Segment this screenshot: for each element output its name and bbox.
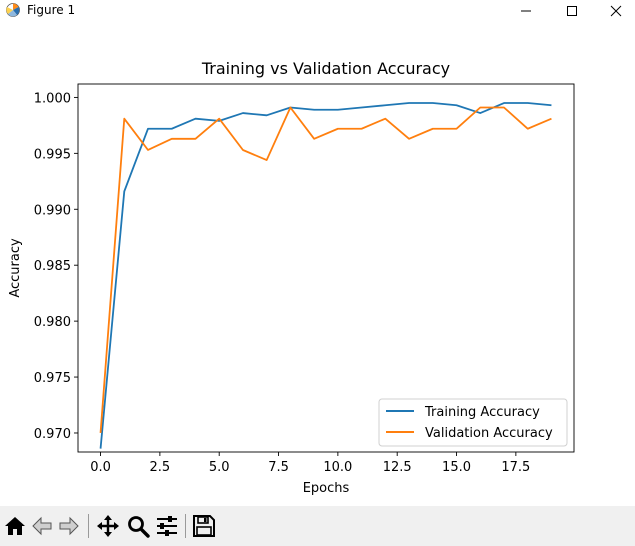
zoom-icon: [128, 516, 150, 538]
y-tick-label: 1.000: [34, 91, 71, 106]
forward-button[interactable]: [57, 514, 81, 538]
legend-label-validation: Validation Accuracy: [425, 426, 553, 441]
window-title: Figure 1: [27, 3, 76, 17]
figure-canvas[interactable]: Training vs Validation Accuracy 0.0 2.5 5.…: [0, 22, 635, 506]
plot-area-frame: [77, 83, 575, 453]
toolbar-separator: [88, 514, 89, 538]
zoom-button[interactable]: [126, 514, 150, 538]
maximize-button[interactable]: [549, 0, 595, 22]
x-tick-label: 5.0: [209, 460, 230, 475]
save-icon: [193, 515, 215, 537]
close-icon: [610, 5, 622, 17]
training-accuracy-line: [99, 102, 552, 449]
home-button[interactable]: [3, 514, 27, 538]
configure-subplots-icon: [157, 516, 177, 536]
back-button[interactable]: [30, 514, 54, 538]
y-tick-label: 0.985: [34, 259, 71, 274]
y-axis-ticks: 0.970 0.975 0.980 0.985 0.990 0.995 1.000: [34, 91, 78, 442]
x-tick-label: 7.5: [268, 460, 289, 475]
matplotlib-icon: [6, 3, 20, 17]
x-tick-label: 2.5: [150, 460, 171, 475]
x-tick-label: 12.5: [383, 460, 412, 475]
save-button[interactable]: [192, 514, 216, 538]
x-tick-label: 0.0: [90, 460, 111, 475]
toolbar-separator: [185, 514, 186, 538]
title-bar: Figure 1: [0, 0, 635, 22]
minimize-icon: [521, 10, 531, 12]
legend-label-training: Training Accuracy: [424, 405, 540, 420]
close-button[interactable]: [593, 0, 635, 22]
home-icon: [5, 517, 25, 535]
accuracy-chart: Training vs Validation Accuracy 0.0 2.5 5.…: [8, 59, 575, 496]
legend: Training Accuracy Validation Accuracy: [378, 398, 568, 447]
configure-subplots-button[interactable]: [155, 514, 179, 538]
x-tick-label: 15.0: [442, 460, 471, 475]
y-tick-label: 0.970: [34, 427, 71, 442]
navigation-toolbar: [0, 506, 635, 546]
y-tick-label: 0.990: [34, 203, 71, 218]
x-tick-label: 17.5: [501, 460, 530, 475]
pan-icon: [97, 515, 119, 537]
y-tick-label: 0.980: [34, 315, 71, 330]
x-axis-ticks: 0.0 2.5 5.0 7.5 10.0 12.5 15.0 17.5: [90, 452, 530, 475]
x-tick-label: 10.0: [323, 460, 352, 475]
series-lines: [99, 102, 552, 449]
x-axis-label: Epochs: [303, 481, 350, 496]
y-tick-label: 0.975: [34, 371, 71, 386]
validation-accuracy-line: [99, 106, 552, 434]
chart-title: Training vs Validation Accuracy: [201, 59, 450, 78]
minimize-button[interactable]: [503, 0, 549, 22]
back-icon: [32, 516, 52, 536]
legend-box: [378, 398, 568, 447]
y-axis-label: Accuracy: [8, 238, 23, 298]
forward-icon: [59, 516, 79, 536]
maximize-icon: [567, 6, 577, 16]
y-tick-label: 0.995: [34, 147, 71, 162]
pan-button[interactable]: [96, 514, 120, 538]
